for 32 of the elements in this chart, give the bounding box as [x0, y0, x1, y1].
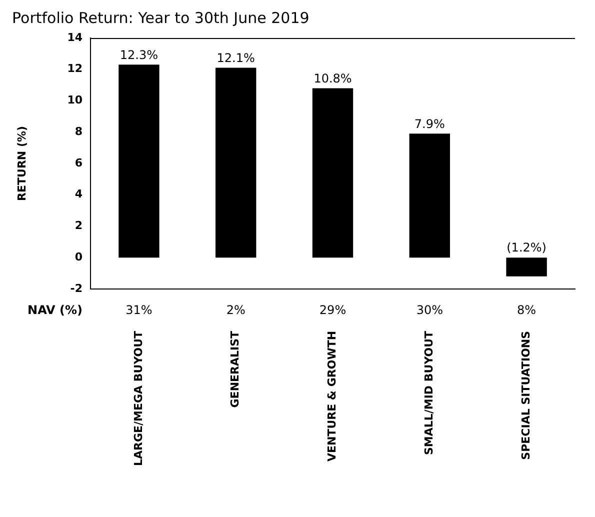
y-tick-label: 12: [67, 62, 83, 76]
y-tick-label: 2: [74, 219, 83, 232]
data-label: 12.1%: [216, 50, 255, 65]
text: 8%: [517, 303, 536, 318]
y-axis-title: RETURN (%): [15, 126, 28, 201]
text: 30%: [416, 303, 443, 318]
data-label: (1.2%): [506, 240, 546, 255]
text: 29%: [319, 303, 346, 318]
text: 31%: [126, 303, 152, 318]
text: 2%: [226, 303, 246, 318]
x-tick-label: SPECIAL SITUATIONS: [519, 330, 532, 460]
bar: [506, 258, 547, 276]
data-label: 10.8%: [314, 71, 352, 86]
x-tick-label: GENERALIST: [228, 330, 242, 408]
data-label: 12.3%: [120, 48, 158, 62]
text: NAV (%): [28, 303, 83, 318]
y-tick-label: -2: [70, 282, 83, 295]
bar: [118, 64, 160, 258]
y-tick-label: 14: [67, 30, 83, 44]
y-tick-label: 8: [74, 124, 83, 138]
bar: [216, 68, 256, 258]
data-label: 7.9%: [414, 116, 445, 131]
x-tick-label: LARGE/MEGA BUYOUT: [132, 330, 145, 466]
y-tick-label: 6: [74, 156, 83, 170]
bar: [312, 88, 354, 258]
y-tick-label: 0: [74, 250, 83, 264]
x-tick-label: SMALL/MID BUYOUT: [422, 330, 436, 456]
x-tick-label: VENTURE & GROWTH: [326, 330, 339, 462]
y-tick-label: 4: [74, 188, 83, 201]
chart-title: Portfolio Return: Year to 30th June 2019: [12, 8, 310, 27]
bar: [409, 134, 450, 258]
y-tick-label: 10: [67, 94, 83, 107]
